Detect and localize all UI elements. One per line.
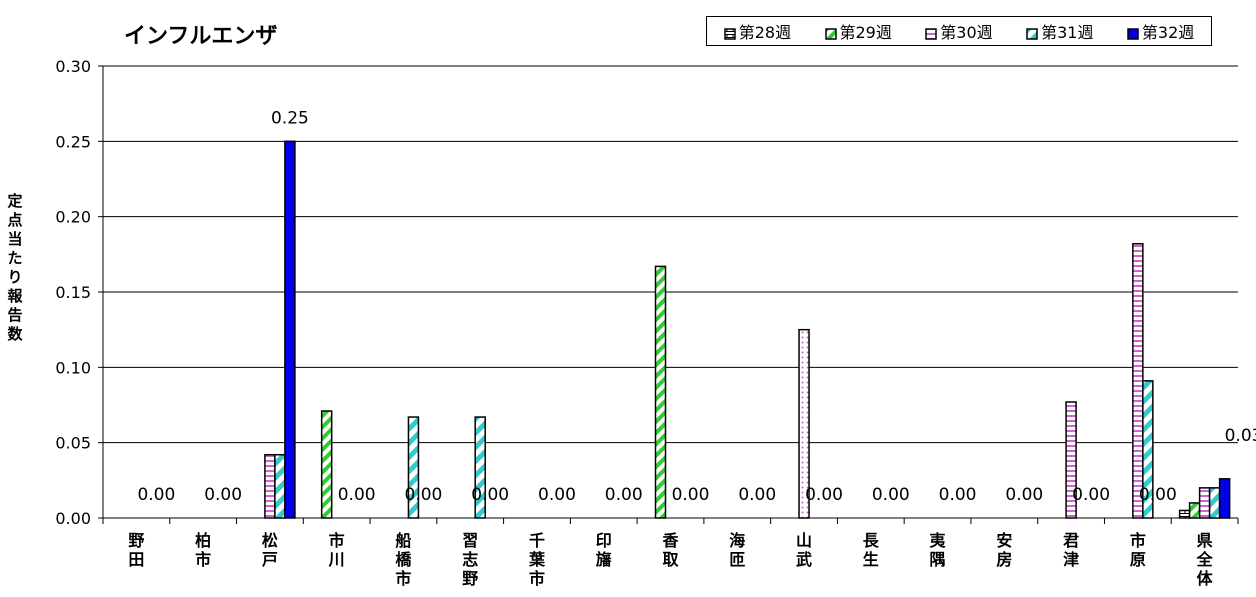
y-axis-label: 定点当たり報告数 <box>6 192 24 344</box>
legend-swatch-shape <box>824 28 837 40</box>
y-axis-label-char: 報 <box>7 287 23 305</box>
y-axis-label-char: 当 <box>7 230 23 248</box>
legend-entry: 第28週 <box>723 19 792 43</box>
data-label: 0.00 <box>1005 485 1043 505</box>
legend-label: 第29週 <box>839 23 892 42</box>
x-tick-label: 柏市 <box>195 531 211 569</box>
y-tick-label: 0.00 <box>55 509 91 528</box>
bar <box>1198 487 1211 519</box>
y-tick-label: 0.20 <box>55 208 91 227</box>
data-label: 0.00 <box>1139 485 1177 505</box>
data-label: 0.00 <box>939 485 977 505</box>
x-tick-label: 船橋市 <box>395 531 412 588</box>
data-label: 0.00 <box>471 485 509 505</box>
legend-swatch <box>1026 25 1038 40</box>
legend-entry: 第31週 <box>1026 19 1093 43</box>
data-label: 0.00 <box>805 485 843 505</box>
x-tick-label: 千葉市 <box>528 531 546 588</box>
bar <box>1188 502 1201 519</box>
x-tick-label: 市原 <box>1130 531 1146 569</box>
data-label: 0.00 <box>137 485 175 505</box>
data-label: 0.00 <box>605 485 643 505</box>
chart-title: インフルエンザ <box>124 24 278 49</box>
y-tick-label: 0.05 <box>55 434 91 453</box>
legend-entry: 第30週 <box>925 19 993 43</box>
data-label: 0.00 <box>405 485 443 505</box>
legend-label: 第30週 <box>940 23 993 42</box>
data-label: 0.25 <box>271 108 309 128</box>
x-tick-label: 山武 <box>796 531 812 569</box>
bar <box>320 410 333 519</box>
legend-swatch-shape <box>723 28 736 40</box>
data-label: 0.00 <box>1072 485 1110 505</box>
x-tick-label: 市川 <box>328 531 345 569</box>
legend-swatch-shape <box>1026 28 1038 40</box>
x-tick-label: 県全体 <box>1196 531 1214 588</box>
legend-label: 第31週 <box>1041 23 1094 42</box>
y-tick-label: 0.10 <box>55 358 91 377</box>
x-tick-label: 夷隅 <box>930 531 947 569</box>
legend-swatch <box>824 25 837 40</box>
legend-swatch <box>723 25 736 40</box>
bar <box>1132 243 1144 519</box>
legend-swatch <box>1127 25 1139 40</box>
bar <box>1208 487 1221 519</box>
bar <box>274 453 286 519</box>
x-tick-label: 海匝 <box>729 531 745 569</box>
bar <box>284 140 296 519</box>
data-label: 0.00 <box>538 485 576 505</box>
data-label: 0.00 <box>738 485 776 505</box>
y-axis-label-char: 定 <box>7 192 23 210</box>
bar <box>654 265 667 519</box>
bar <box>1218 478 1231 519</box>
y-axis-label-char: 告 <box>7 306 23 324</box>
data-label: 0.00 <box>338 485 376 505</box>
y-axis-label-char: り <box>7 268 23 286</box>
x-tick-label: 安房 <box>996 531 1012 569</box>
y-axis-label-char: 数 <box>7 325 23 343</box>
x-tick-label: 君津 <box>1063 531 1079 569</box>
y-tick-label: 0.25 <box>55 132 91 151</box>
data-label: 0.00 <box>672 485 710 505</box>
x-tick-label: 野田 <box>128 531 144 569</box>
legend: 第28週 第29週 第30週 第31週 第32週 <box>706 16 1212 46</box>
data-label: 0.00 <box>872 485 910 505</box>
legend-swatch-shape <box>1127 28 1139 40</box>
y-axis-label-char: た <box>7 249 23 267</box>
x-tick-label: 松戸 <box>262 531 278 569</box>
x-tick-label: 長生 <box>863 531 880 569</box>
x-tick-label: 習志野 <box>462 531 478 588</box>
legend-entry: 第32週 <box>1127 19 1194 43</box>
y-tick-label: 0.15 <box>55 283 91 302</box>
legend-entry: 第29週 <box>824 19 892 43</box>
bar <box>1178 509 1191 519</box>
data-label: 0.03 <box>1225 426 1256 446</box>
legend-swatch <box>925 25 938 40</box>
y-axis-label-char: 点 <box>7 211 23 229</box>
bar <box>264 453 276 519</box>
y-tick-label: 0.30 <box>55 57 91 76</box>
data-label: 0.00 <box>204 485 242 505</box>
legend-label: 第28週 <box>738 23 792 42</box>
legend-label: 第32週 <box>1141 23 1195 42</box>
x-tick-label: 印旛 <box>596 531 612 569</box>
legend-swatch-shape <box>925 28 938 40</box>
x-tick-label: 香取 <box>661 531 679 569</box>
